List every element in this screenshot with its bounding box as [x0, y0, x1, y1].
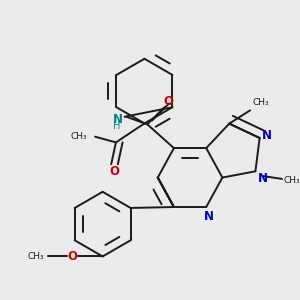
Text: N: N [262, 129, 272, 142]
Text: N: N [112, 113, 123, 126]
Text: O: O [163, 95, 173, 108]
Text: CH₃: CH₃ [252, 98, 269, 107]
Text: CH₃: CH₃ [71, 132, 87, 141]
Text: CH₃: CH₃ [27, 252, 44, 261]
Text: O: O [109, 165, 119, 178]
Text: N: N [204, 210, 214, 223]
Text: O: O [67, 250, 77, 263]
Text: H: H [113, 121, 121, 131]
Text: N: N [258, 172, 268, 185]
Text: CH₃: CH₃ [284, 176, 300, 185]
